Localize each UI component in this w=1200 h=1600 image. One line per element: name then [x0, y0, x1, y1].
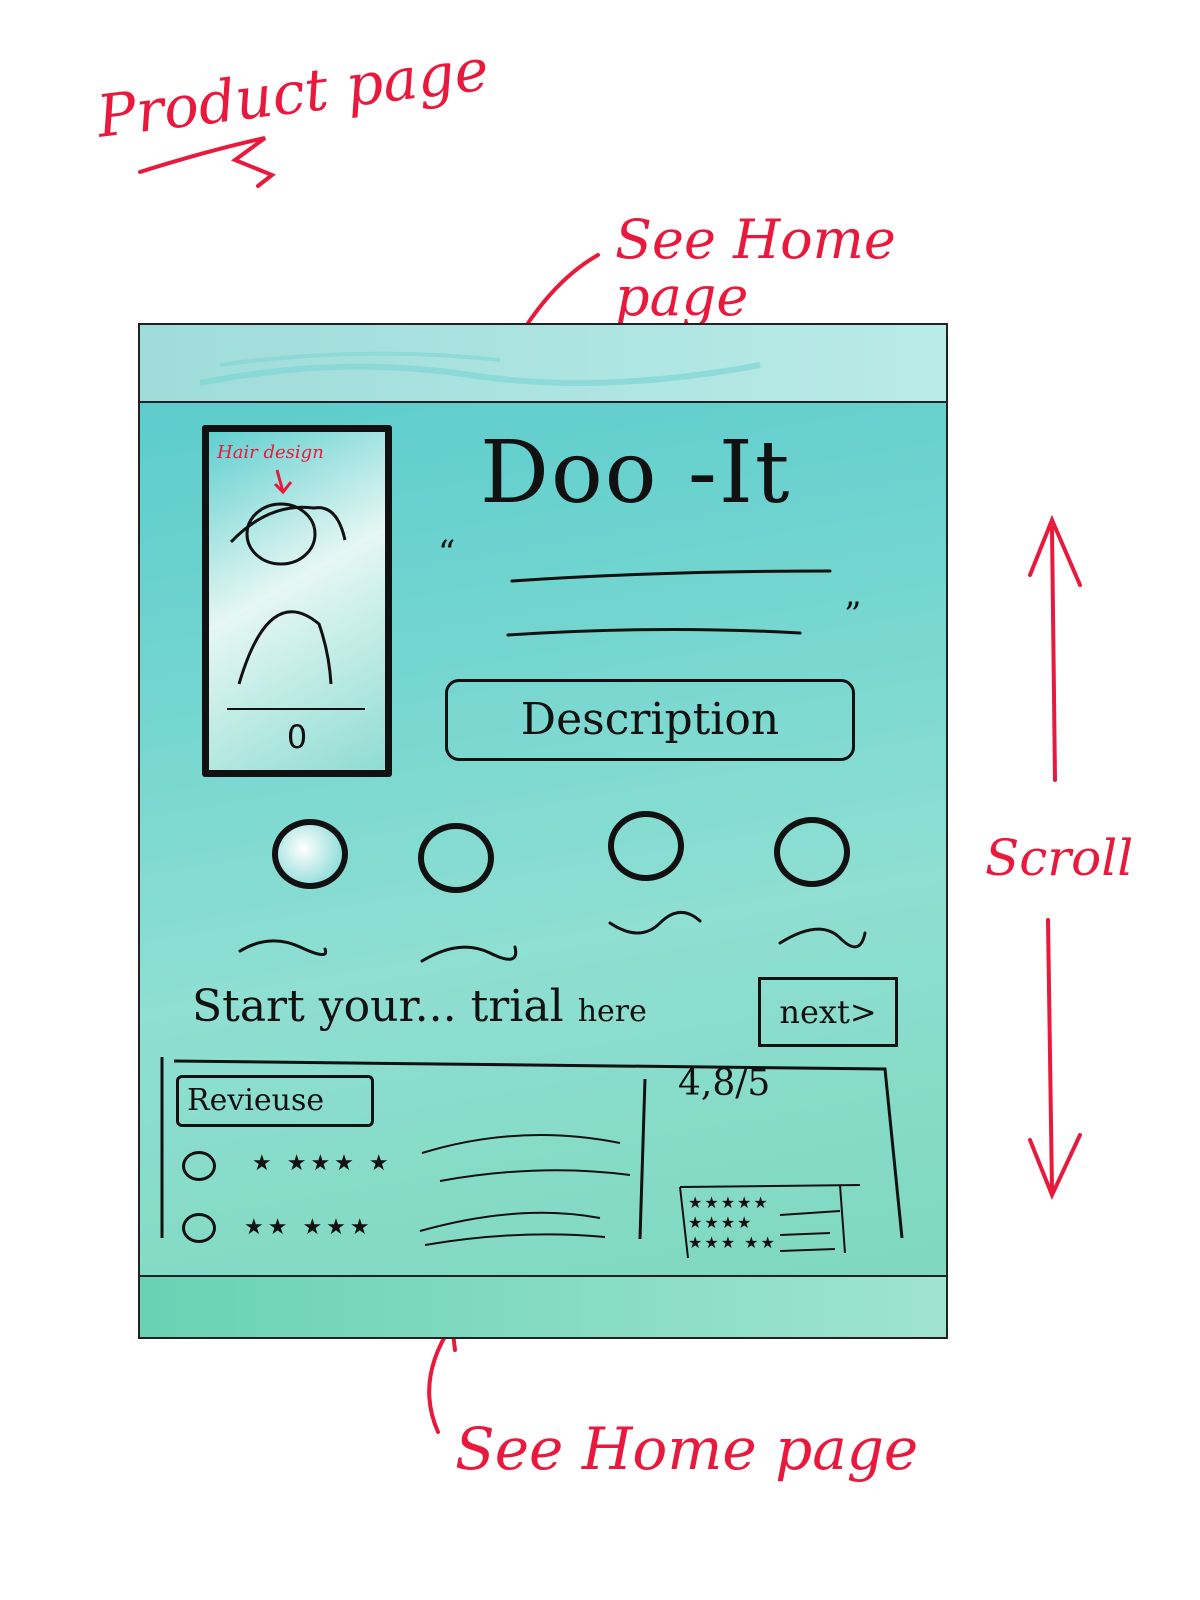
trial-call-to-action: Start your... trial here: [192, 981, 647, 1032]
header-scribble: [199, 351, 761, 386]
product-page-mockup: Hair design 0 Doo -It “ ” Description: [138, 323, 948, 1339]
description-button[interactable]: Description: [445, 679, 855, 761]
next-button[interactable]: next>: [758, 977, 898, 1047]
phone-label: Hair design: [217, 442, 324, 463]
feature-circle[interactable]: [272, 819, 348, 889]
phone-divider: [227, 708, 365, 710]
footer-note: See Home page: [455, 1415, 919, 1483]
feature-caption-lines: [238, 911, 867, 963]
scroll-note: Scroll: [985, 829, 1134, 887]
product-title: Doo -It: [480, 423, 792, 523]
trial-here-text: here: [577, 994, 647, 1029]
quote-close: ”: [844, 595, 862, 635]
reviews-frame: [160, 1057, 904, 1259]
review-stars: ★★ ★★★: [244, 1215, 374, 1240]
phone-counter: 0: [286, 718, 308, 756]
product-preview-phone: Hair design 0: [202, 425, 392, 777]
quote-open: “: [438, 533, 456, 573]
hair-figure-icon: [229, 469, 347, 685]
feature-circle[interactable]: [774, 817, 850, 887]
reviewer-avatar: [182, 1213, 216, 1243]
quote-text-lines: [506, 569, 832, 637]
rating-score: 4,8/5: [678, 1063, 771, 1104]
reviewer-avatar: [182, 1151, 216, 1181]
header-band: [140, 325, 946, 403]
page-title-note: Product page: [93, 35, 493, 151]
feature-circle[interactable]: [418, 823, 494, 893]
footer-band: [140, 1275, 946, 1337]
rating-star-grid: ★★★★★ ★★★★ ★★★ ★★: [688, 1193, 777, 1252]
review-stars: ★ ★★★ ★: [252, 1151, 393, 1176]
reviews-label: Revieuse: [176, 1075, 374, 1127]
trial-text: Start your... trial: [192, 981, 564, 1032]
content-area: Hair design 0 Doo -It “ ” Description: [140, 403, 946, 1279]
feature-circle[interactable]: [608, 811, 684, 881]
header-note: See Home page: [615, 208, 896, 328]
